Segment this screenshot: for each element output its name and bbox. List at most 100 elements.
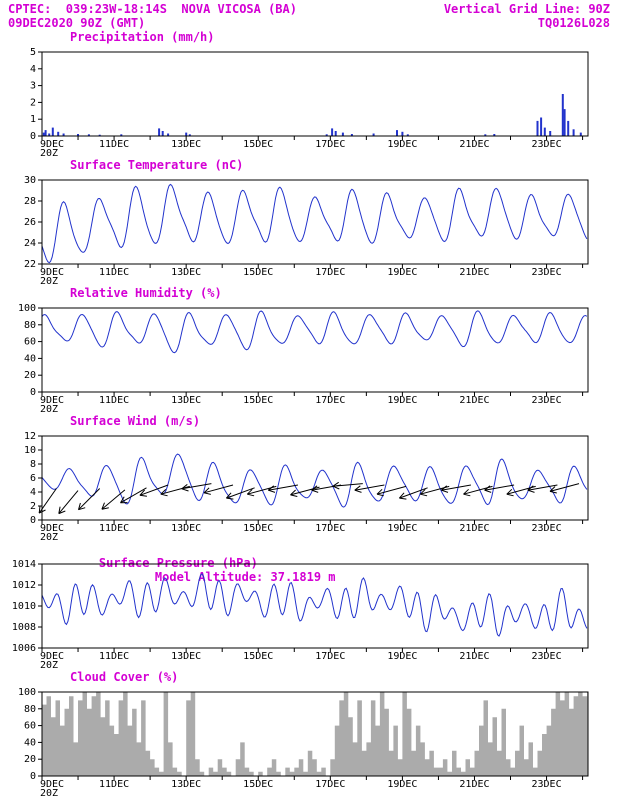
svg-text:11DEC: 11DEC — [99, 523, 129, 534]
chart-title-surface-temperature: Surface Temperature (nC) — [70, 158, 244, 172]
chart-title-surface-pressure: Surface Pressure (hPa) — [98, 556, 258, 570]
svg-text:23DEC: 23DEC — [531, 139, 561, 150]
svg-text:15DEC: 15DEC — [243, 523, 273, 534]
svg-text:1010: 1010 — [12, 601, 36, 612]
svg-text:20: 20 — [24, 370, 36, 381]
precipitation-chart: 0 1 2 3 4 5 9DEC 11DEC 13DEC 15DEC 17DEC 19DEC 21DEC… — [30, 47, 589, 158]
station-info: CPTEC: 039:23W-18:14S NOVA VICOSA (BA) — [8, 2, 297, 16]
svg-text:19DEC: 19DEC — [387, 395, 417, 406]
svg-text:15DEC: 15DEC — [243, 267, 273, 278]
chart-title-cloud-cover: Cloud Cover (%) — [70, 670, 179, 684]
svg-text:13DEC: 13DEC — [171, 267, 201, 278]
svg-text:20: 20 — [24, 754, 36, 765]
svg-text:60: 60 — [24, 337, 36, 348]
svg-text:23DEC: 23DEC — [531, 523, 561, 534]
svg-text:9DEC: 9DEC — [40, 779, 64, 790]
svg-text:17DEC: 17DEC — [315, 523, 345, 534]
svg-text:9DEC: 9DEC — [40, 651, 64, 662]
svg-text:19DEC: 19DEC — [387, 651, 417, 662]
svg-text:17DEC: 17DEC — [315, 267, 345, 278]
svg-text:13DEC: 13DEC — [171, 779, 201, 790]
svg-text:80: 80 — [24, 704, 36, 715]
svg-text:80: 80 — [24, 320, 36, 331]
header: CPTEC: 039:23W-18:14S NOVA VICOSA (BA) V… — [0, 0, 618, 30]
panel-surface-temperature: Surface Temperature (nC) 22 24 26 28 30 9DEC 1… — [0, 158, 618, 286]
cloud-cover-chart: 0 20 40 60 80 100 9DEC 11DEC 13DEC 15DEC 17DEC 19DE… — [18, 687, 589, 798]
svg-text:15DEC: 15DEC — [243, 779, 273, 790]
svg-text:17DEC: 17DEC — [315, 779, 345, 790]
svg-text:19DEC: 19DEC — [387, 523, 417, 534]
svg-text:10: 10 — [24, 445, 36, 456]
svg-text:100: 100 — [18, 687, 36, 698]
svg-text:1006: 1006 — [12, 643, 36, 654]
svg-text:4: 4 — [30, 487, 36, 498]
svg-text:13DEC: 13DEC — [171, 395, 201, 406]
svg-text:19DEC: 19DEC — [387, 139, 417, 150]
chart-title-precipitation: Precipitation (mm/h) — [70, 30, 215, 44]
svg-text:20Z: 20Z — [40, 404, 58, 414]
svg-text:23DEC: 23DEC — [531, 779, 561, 790]
svg-text:11DEC: 11DEC — [99, 267, 129, 278]
svg-text:21DEC: 21DEC — [459, 139, 489, 150]
relative-humidity-chart: 0 20 40 60 80 100 9DEC 11DEC 13DEC 15DEC 17DEC 19DE… — [18, 303, 589, 414]
svg-text:13DEC: 13DEC — [171, 139, 201, 150]
svg-text:5: 5 — [30, 47, 36, 58]
svg-text:12: 12 — [24, 431, 36, 442]
svg-text:20Z: 20Z — [40, 276, 58, 286]
svg-text:1: 1 — [30, 114, 36, 125]
model-altitude-label: Model Altitude: 37.1819 m — [154, 570, 336, 584]
surface-temperature-chart: 22 24 26 28 30 9DEC 11DEC 13DEC 15DEC 17DEC 19DEC 2… — [24, 175, 589, 286]
svg-text:2: 2 — [30, 501, 36, 512]
svg-text:19DEC: 19DEC — [387, 267, 417, 278]
svg-text:1014: 1014 — [12, 559, 36, 570]
panel-relative-humidity: Relative Humidity (%) 0 20 40 60 80 100 9DEC 11… — [0, 286, 618, 414]
model-id: TQ0126L028 — [537, 16, 610, 30]
svg-text:1012: 1012 — [12, 580, 36, 591]
svg-text:21DEC: 21DEC — [459, 395, 489, 406]
svg-text:11DEC: 11DEC — [99, 651, 129, 662]
svg-text:20Z: 20Z — [40, 148, 58, 158]
model-run-info: 09DEC2020 90Z (GMT) — [8, 16, 146, 30]
svg-text:6: 6 — [30, 473, 36, 484]
panel-cloud-cover: Cloud Cover (%) 0 20 40 60 80 100 9DEC 11DEC 13D… — [0, 670, 618, 798]
svg-text:19DEC: 19DEC — [387, 779, 417, 790]
svg-text:0: 0 — [30, 131, 36, 142]
svg-text:21DEC: 21DEC — [459, 523, 489, 534]
svg-text:15DEC: 15DEC — [243, 395, 273, 406]
svg-text:21DEC: 21DEC — [459, 651, 489, 662]
svg-text:23DEC: 23DEC — [531, 267, 561, 278]
svg-text:9DEC: 9DEC — [40, 139, 64, 150]
svg-text:4: 4 — [30, 64, 36, 75]
panel-precipitation: Precipitation (mm/h) 0 1 2 3 4 5 9DEC 11DEC 13DE… — [0, 30, 618, 158]
svg-text:20Z: 20Z — [40, 532, 58, 542]
svg-text:17DEC: 17DEC — [315, 395, 345, 406]
surface-pressure-chart: 1006 1008 1010 1012 1014 9DEC 11DEC 13DEC 15DEC 1… — [12, 559, 589, 670]
svg-text:11DEC: 11DEC — [99, 395, 129, 406]
svg-text:3: 3 — [30, 81, 36, 92]
svg-text:21DEC: 21DEC — [459, 779, 489, 790]
surface-wind-chart: 0 2 4 6 8 10 12 9DEC 11DEC 13DEC 15DEC 17DEC 19DEC 21… — [24, 431, 589, 542]
svg-text:1008: 1008 — [12, 622, 36, 633]
svg-text:15DEC: 15DEC — [243, 139, 273, 150]
svg-text:11DEC: 11DEC — [99, 139, 129, 150]
svg-text:9DEC: 9DEC — [40, 267, 64, 278]
svg-text:17DEC: 17DEC — [315, 651, 345, 662]
svg-text:9DEC: 9DEC — [40, 523, 64, 534]
svg-text:8: 8 — [30, 459, 36, 470]
svg-text:15DEC: 15DEC — [243, 651, 273, 662]
svg-text:60: 60 — [24, 721, 36, 732]
svg-text:23DEC: 23DEC — [531, 395, 561, 406]
svg-text:23DEC: 23DEC — [531, 651, 561, 662]
svg-text:0: 0 — [30, 387, 36, 398]
svg-text:0: 0 — [30, 515, 36, 526]
svg-text:13DEC: 13DEC — [171, 651, 201, 662]
svg-text:24: 24 — [24, 238, 36, 249]
svg-text:13DEC: 13DEC — [171, 523, 201, 534]
svg-text:40: 40 — [24, 353, 36, 364]
svg-text:21DEC: 21DEC — [459, 267, 489, 278]
panel-surface-pressure: Surface Pressure (hPa) Model Altitude: 3… — [0, 542, 618, 670]
svg-text:100: 100 — [18, 303, 36, 314]
svg-text:0: 0 — [30, 771, 36, 782]
grid-line-info: Vertical Grid Line: 90Z — [443, 2, 610, 16]
svg-text:20Z: 20Z — [40, 660, 58, 670]
